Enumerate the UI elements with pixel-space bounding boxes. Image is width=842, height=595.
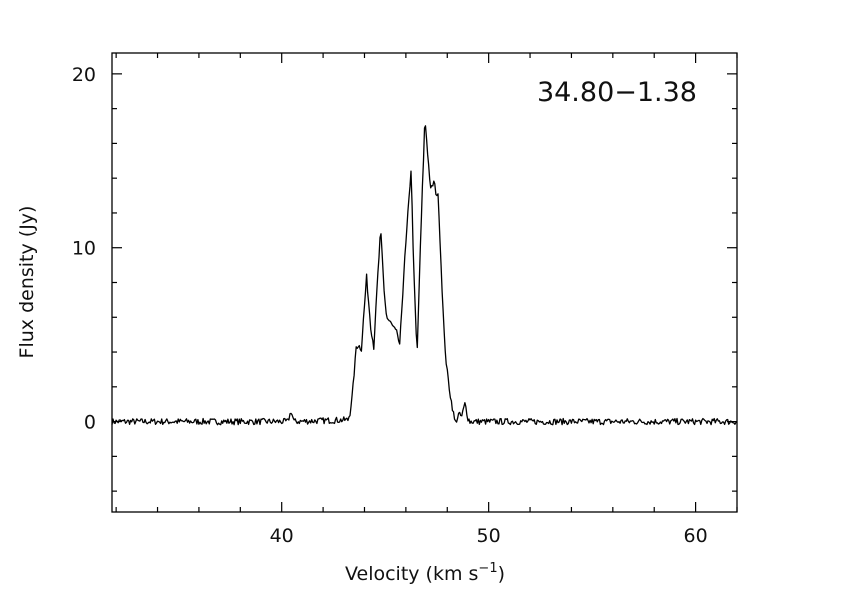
x-tick-label: 50: [477, 525, 501, 547]
x-axis-title: Velocity (km s−1): [345, 561, 505, 585]
x-tick-label: 60: [684, 525, 708, 547]
spectrum-line: [111, 125, 738, 426]
plot-frame: [111, 52, 738, 513]
y-tick-label: 0: [84, 412, 96, 434]
y-tick-label: 10: [72, 238, 96, 260]
x-tick-label: 40: [270, 525, 294, 547]
x-axis-title-end: ): [498, 563, 505, 585]
x-axis-title-text: Velocity (km s: [345, 563, 478, 585]
y-tick-label: 20: [72, 64, 96, 86]
x-axis-title-sup: −1: [478, 561, 497, 576]
axis-ticks: [112, 53, 738, 512]
tick-labels: 40 50 60 0 10 20: [72, 64, 708, 547]
y-axis-title: Flux density (Jy): [16, 206, 38, 359]
source-name-annotation: 34.80−1.38: [537, 77, 697, 108]
